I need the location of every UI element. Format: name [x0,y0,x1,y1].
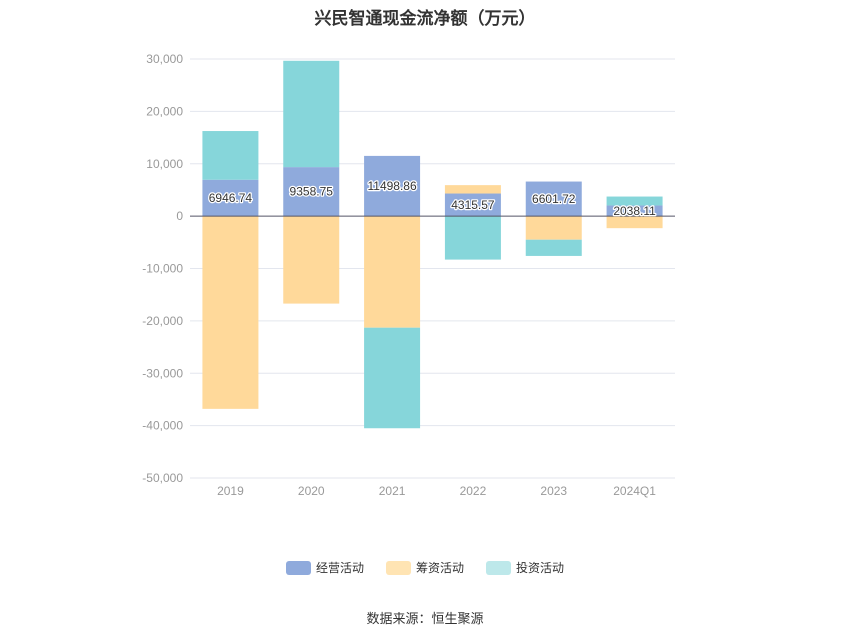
y-tick-label: 30,000 [146,52,183,66]
bar-operating-2022[interactable] [444,193,501,217]
y-axis-tick-labels: 30,000 20,000 10,000 0 -10,000 -20,000 -30,000… [142,52,183,485]
grid-lines [190,58,675,479]
bar-operating-2020[interactable] [283,167,340,217]
legend-label-operating: 经营活动 [315,561,364,575]
bar-investing-2024Q1[interactable] [606,196,663,206]
y-tick-label: 0 [176,209,183,223]
y-tick-label: -30,000 [142,366,183,380]
x-tick-label: 2020 [298,484,325,498]
x-axis-tick-labels: 2019 2020 2021 2022 2023 2024Q1 [217,484,656,498]
bar-operating-2019[interactable] [202,179,259,217]
x-tick-label: 2019 [217,484,244,498]
data-label: 6946.74 [209,191,253,205]
data-labels: 6946.74 9358.75 11498.86 4315.57 6601.72 2038… [207,178,657,219]
y-tick-label: 20,000 [146,104,183,118]
bar-financing-2021[interactable] [364,216,421,328]
data-label: 11498.86 [367,179,416,193]
bar-operating-2021[interactable] [364,155,421,217]
bar-financing-2020[interactable] [283,216,340,304]
bar-financing-2024Q1[interactable] [606,216,663,229]
bar-investing-2022[interactable] [444,216,501,260]
data-label: 4315.57 [451,198,495,212]
y-tick-label: -20,000 [142,314,183,328]
legend-item-financing[interactable]: 筹资活动 [385,559,464,576]
x-tick-label: 2022 [460,484,487,498]
y-tick-label: -40,000 [142,419,183,433]
chart-title: 兴民智通现金流净额（万元） [314,9,536,28]
bar-investing-2020[interactable] [283,60,340,168]
x-tick-label: 2021 [379,484,406,498]
data-label: 2038.11 [613,204,656,218]
y-tick-label: 10,000 [146,157,183,171]
y-tick-label: -10,000 [142,262,183,276]
x-tick-label: 2023 [540,484,567,498]
x-tick-label: 2024Q1 [613,484,656,498]
bar-financing-2022[interactable] [444,185,501,194]
bar-investing-2019[interactable] [202,131,259,180]
bar-operating-2024Q1[interactable] [606,205,663,217]
legend-label-investing: 投资活动 [516,561,565,575]
bar-investing-2021[interactable] [364,327,421,429]
data-source: 数据来源：恒生聚源 [366,611,484,626]
legend-item-investing[interactable]: 投资活动 [486,559,564,576]
bar-investing-2023[interactable] [525,239,582,256]
bar-operating-2023[interactable] [525,181,582,217]
bar-financing-2019[interactable] [202,216,259,409]
legend-swatch-operating [285,560,311,575]
legend-swatch-investing [486,560,511,575]
bars [202,60,663,429]
data-label: 9358.75 [290,185,334,199]
legend-item-operating[interactable]: 经营活动 [285,559,364,576]
data-label: 6601.72 [532,192,576,206]
legend: 经营活动 筹资活动 投资活动 [0,559,850,576]
y-tick-label: -50,000 [142,471,183,485]
legend-swatch-financing [385,560,411,575]
legend-label-financing: 筹资活动 [415,561,464,575]
bar-financing-2023[interactable] [525,216,582,240]
